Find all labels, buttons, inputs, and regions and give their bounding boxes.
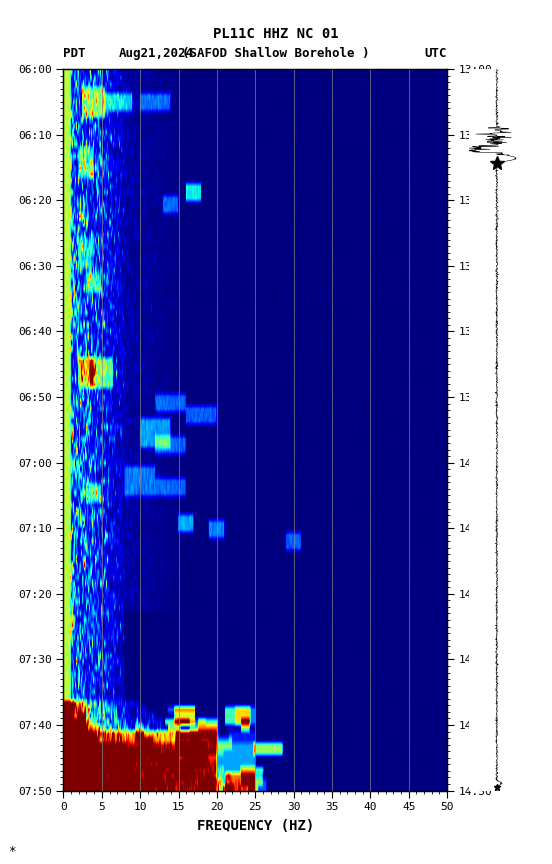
Text: PDT: PDT (63, 48, 86, 60)
Text: PL11C HHZ NC 01: PL11C HHZ NC 01 (213, 27, 339, 41)
Text: Aug21,2024: Aug21,2024 (119, 48, 194, 60)
X-axis label: FREQUENCY (HZ): FREQUENCY (HZ) (197, 819, 314, 833)
Text: *: * (8, 845, 16, 858)
Text: UTC: UTC (424, 48, 447, 60)
Text: (SAFOD Shallow Borehole ): (SAFOD Shallow Borehole ) (182, 48, 370, 60)
